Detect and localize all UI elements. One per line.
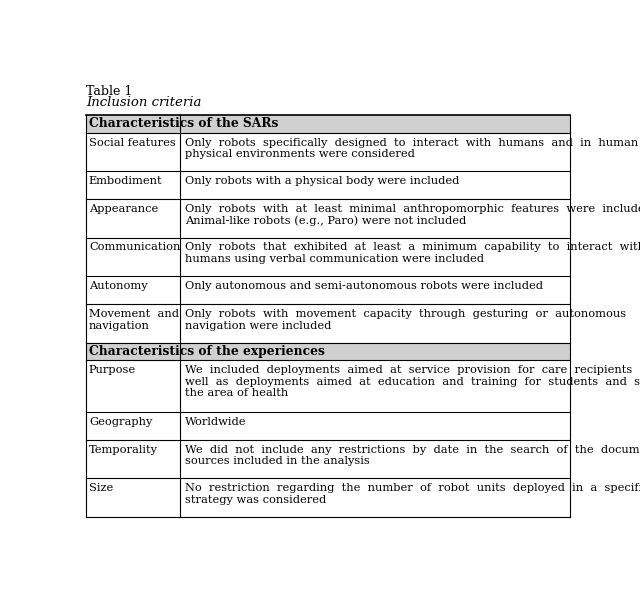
Bar [86, 171, 570, 199]
Text: Only autonomous and semi-autonomous robots were included: Only autonomous and semi-autonomous robo… [186, 281, 543, 291]
Bar [86, 115, 570, 133]
Text: Communication: Communication [89, 243, 180, 252]
Bar [86, 133, 570, 171]
Text: Geography: Geography [89, 416, 152, 427]
Text: Movement  and
navigation: Movement and navigation [89, 309, 179, 331]
Text: We  included  deployments  aimed  at  service  provision  for  care  recipients : We included deployments aimed at service… [186, 365, 640, 398]
Text: Only robots with a physical body were included: Only robots with a physical body were in… [186, 176, 460, 186]
Text: Table 1: Table 1 [86, 85, 132, 98]
Text: Characteristics of the SARs: Characteristics of the SARs [89, 117, 278, 131]
Text: Autonomy: Autonomy [89, 281, 148, 291]
Text: Only  robots  with  movement  capacity  through  gesturing  or  autonomous
navig: Only robots with movement capacity throu… [186, 309, 627, 331]
Text: Embodiment: Embodiment [89, 176, 163, 186]
Text: Purpose: Purpose [89, 365, 136, 375]
Bar [86, 304, 570, 343]
Bar [86, 412, 570, 440]
Bar [86, 199, 570, 238]
Bar [86, 478, 570, 517]
Bar [86, 343, 570, 361]
Text: Social features: Social features [89, 137, 175, 148]
Bar [86, 238, 570, 276]
Text: Only  robots  with  at  least  minimal  anthropomorphic  features  were  include: Only robots with at least minimal anthro… [186, 204, 640, 226]
Text: Appearance: Appearance [89, 204, 158, 214]
Text: Temporality: Temporality [89, 444, 158, 455]
Text: We  did  not  include  any  restrictions  by  date  in  the  search  of  the  do: We did not include any restrictions by d… [186, 444, 640, 466]
Text: Size: Size [89, 483, 113, 493]
Text: Inclusion criteria: Inclusion criteria [86, 97, 202, 109]
Bar [86, 276, 570, 304]
Text: No  restriction  regarding  the  number  of  robot  units  deployed  in  a  spec: No restriction regarding the number of r… [186, 483, 640, 505]
Bar [86, 440, 570, 478]
Text: Worldwide: Worldwide [186, 416, 247, 427]
Text: Only  robots  specifically  designed  to  interact  with  humans  and  in  human: Only robots specifically designed to int… [186, 137, 639, 159]
Text: Characteristics of the experiences: Characteristics of the experiences [89, 345, 325, 358]
Text: Only  robots  that  exhibited  at  least  a  minimum  capability  to  interact  : Only robots that exhibited at least a mi… [186, 243, 640, 264]
Bar [86, 361, 570, 412]
